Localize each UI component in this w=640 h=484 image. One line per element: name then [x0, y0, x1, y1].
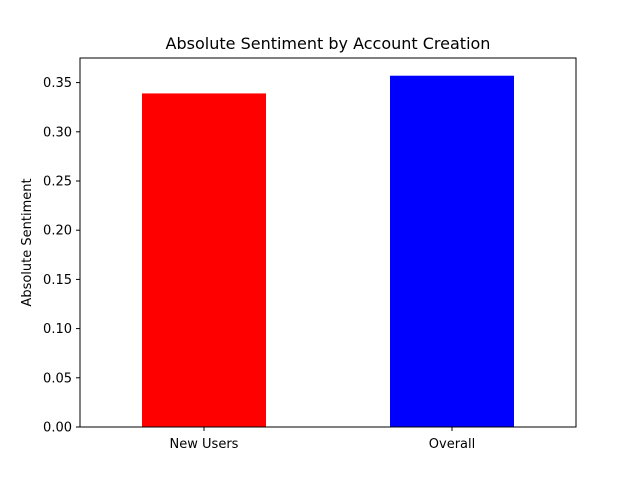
bar-new-users [142, 93, 266, 427]
x-ticks-group: New Users Overall [170, 427, 475, 452]
y-tick-label: 0.05 [43, 371, 72, 386]
y-tick-label: 0.30 [43, 125, 72, 140]
bar-overall [390, 75, 514, 427]
y-tick-label: 0.35 [43, 76, 72, 91]
chart-title: Absolute Sentiment by Account Creation [166, 34, 491, 53]
y-ticks-group: 0.00 0.05 0.10 0.15 0.20 0.25 0.30 0.35 [43, 76, 80, 436]
x-tick-label: New Users [170, 437, 239, 452]
y-tick-label: 0.00 [43, 421, 72, 436]
y-tick-label: 0.15 [43, 273, 72, 288]
y-axis-label: Absolute Sentiment [20, 178, 35, 306]
bars-group [142, 75, 514, 427]
y-tick-label: 0.10 [43, 322, 72, 337]
plot-frame [79, 57, 577, 428]
y-tick-label: 0.25 [43, 175, 72, 190]
y-tick-label: 0.20 [43, 224, 72, 239]
x-tick-label: Overall [429, 437, 475, 452]
